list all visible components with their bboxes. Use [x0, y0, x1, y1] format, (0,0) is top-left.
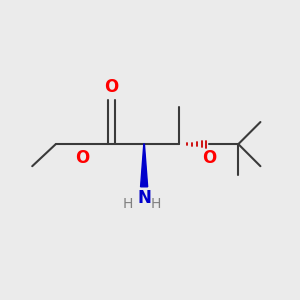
Text: O: O	[202, 149, 216, 167]
Polygon shape	[141, 144, 148, 187]
Text: H: H	[151, 197, 161, 211]
Text: O: O	[105, 77, 119, 95]
Text: N: N	[137, 189, 151, 207]
Text: O: O	[75, 149, 89, 167]
Text: H: H	[123, 197, 133, 211]
